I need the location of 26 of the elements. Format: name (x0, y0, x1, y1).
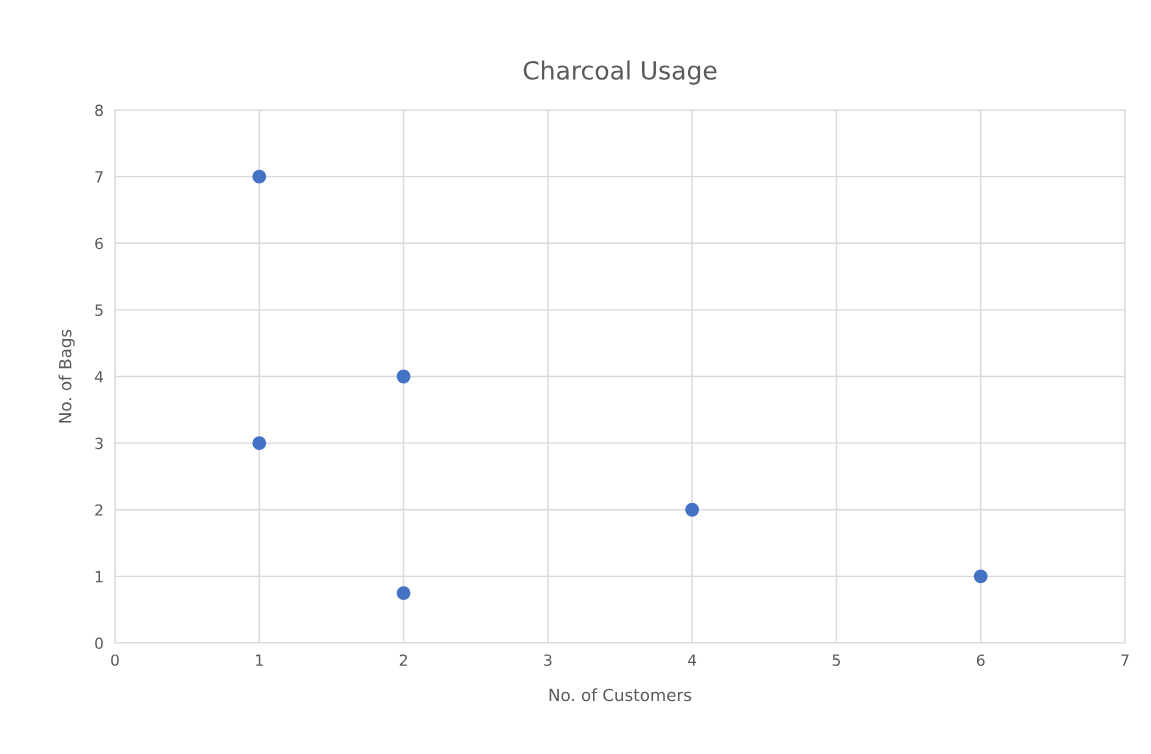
chart-title: Charcoal Usage (523, 60, 717, 85)
y-tick-label: 5 (95, 304, 103, 316)
point (252, 436, 267, 451)
x-tick-label: 2 (399, 654, 407, 666)
x-tick-label: 3 (544, 654, 552, 666)
x-axis-title: No. of Customers (549, 688, 692, 702)
x-tick-label: 1 (256, 654, 263, 666)
point (685, 502, 700, 517)
y-tick-label: 3 (95, 437, 103, 450)
point (973, 569, 988, 584)
x-tick-label: 5 (832, 654, 840, 666)
y-tick-label: 4 (94, 371, 104, 383)
y-tick-label: 6 (95, 237, 103, 250)
point (252, 169, 267, 184)
x-tick-label: 7 (1121, 654, 1129, 666)
x-tick-label: 6 (976, 654, 985, 666)
y-tick-label: 2 (95, 504, 103, 516)
y-tick-label: 1 (95, 571, 103, 583)
x-tick-label: 4 (688, 654, 697, 666)
point (396, 369, 411, 384)
x-tick-label: 0 (111, 654, 119, 666)
point (396, 586, 411, 600)
y-tick-label: 0 (95, 637, 103, 650)
y-axis-title: No. of Bags (58, 329, 75, 423)
y-tick-label: 7 (95, 171, 103, 183)
y-tick-label: 8 (95, 104, 103, 117)
